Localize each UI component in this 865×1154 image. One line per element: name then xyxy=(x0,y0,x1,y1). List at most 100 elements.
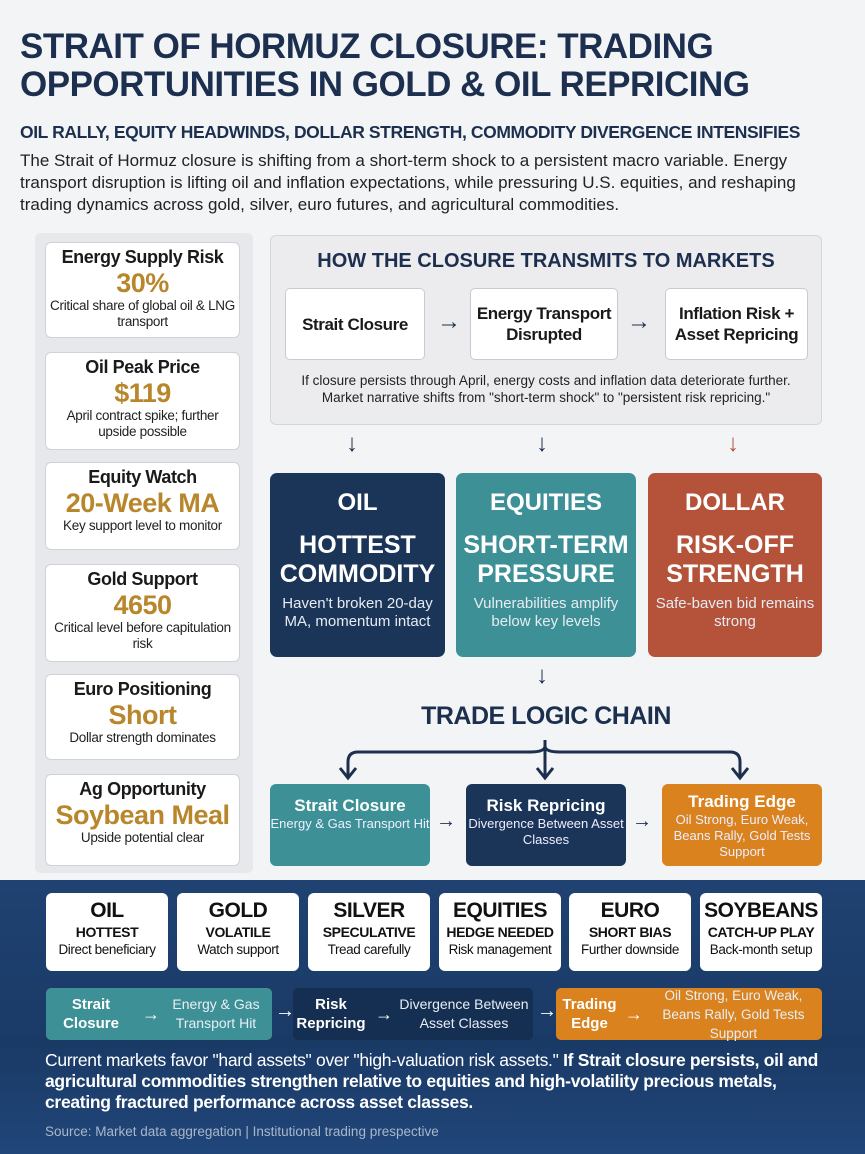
asset-stance: SHORT BIAS xyxy=(588,924,672,940)
arrow-down-icon: ↓ xyxy=(727,430,739,457)
impact-desc: Safe-baven bid remains strong xyxy=(655,595,815,630)
arrow-down-icon: ↓ xyxy=(536,430,548,457)
flow-label: Trading Edge xyxy=(562,996,617,1032)
flow-segment-strait-closure: Strait Closure → Energy & Gas Transport … xyxy=(46,988,272,1040)
arrow-right-icon: → xyxy=(142,1003,160,1024)
arrow-right-icon: → xyxy=(436,810,456,832)
arrow-right-icon: → xyxy=(437,308,461,335)
arrow-right-icon: → xyxy=(627,308,651,335)
asset-desc: Tread carefully xyxy=(327,942,411,957)
transmission-step: Inflation Risk + Asset Repricing xyxy=(665,288,808,360)
arrow-down-icon: ↓ xyxy=(536,662,548,689)
impact-asset: DOLLAR xyxy=(685,489,785,516)
asset-stance: HOTTEST xyxy=(75,924,139,940)
metric-value: 4650 xyxy=(113,590,172,620)
asset-desc: Back-month setup xyxy=(709,942,813,957)
impact-desc: Vulnerabilities amplify below key levels xyxy=(473,595,619,630)
metric-desc: Key support level to monitor xyxy=(63,518,222,533)
asset-card-silver: SILVER SPECULATIVE Tread carefully xyxy=(308,893,430,971)
impact-status: RISK-OFF STRENGTH xyxy=(666,531,804,588)
summary-plain: Current markets favor "hard assets" over… xyxy=(45,1050,564,1070)
metric-card-euro-positioning: Euro Positioning Short Dollar strength d… xyxy=(45,674,240,760)
metric-desc: Critical share of global oil & LNG trans… xyxy=(50,298,235,329)
arrow-right-icon: → xyxy=(624,1003,643,1024)
arrow-down-icon: ↓ xyxy=(346,430,358,457)
transmission-heading: HOW THE CLOSURE TRANSMITS TO MARKETS xyxy=(317,250,775,272)
flow-label: Risk Repricing xyxy=(296,996,366,1032)
arrow-right-icon: → xyxy=(537,1000,557,1022)
impact-desc: Haven't broken 20-day MA, momentum intac… xyxy=(282,595,433,630)
flow-segment-risk-repricing: Risk Repricing → Divergence Between Asse… xyxy=(293,988,533,1040)
logic-step-trading-edge: Trading Edge Oil Strong, Euro Weak, Bean… xyxy=(662,784,822,866)
metric-title: Euro Positioning xyxy=(73,679,212,699)
metric-title: Oil Peak Price xyxy=(85,357,200,377)
logic-step-risk-repricing: Risk Repricing Divergence Between Asset … xyxy=(466,784,626,866)
impact-card-dollar: DOLLAR RISK-OFF STRENGTH Safe-baven bid … xyxy=(648,473,822,657)
asset-desc: Further downside xyxy=(581,942,679,957)
metrics-sidebar xyxy=(35,233,253,873)
arrow-right-icon: → xyxy=(375,1003,393,1024)
asset-stance: SPECULATIVE xyxy=(322,924,416,940)
asset-name: GOLD xyxy=(208,899,268,922)
asset-name: EQUITIES xyxy=(452,899,548,922)
logic-step-desc: Divergence Between Asset Classes xyxy=(468,816,624,847)
metric-desc: Critical level before capitulation risk xyxy=(54,620,231,651)
impact-status: SHORT-TERM PRESSURE xyxy=(463,531,629,588)
asset-name: SOYBEANS xyxy=(704,899,818,922)
metric-value: Short xyxy=(108,700,178,730)
impact-asset: EQUITIES xyxy=(489,489,603,516)
metric-card-energy-supply-risk: Energy Supply Risk 30% Critical share of… xyxy=(45,242,240,338)
asset-stance: CATCH-UP PLAY xyxy=(707,924,815,940)
asset-card-oil: OIL HOTTEST Direct beneficiary xyxy=(46,893,168,971)
flow-segment-trading-edge: Trading Edge → Oil Strong, Euro Weak, Be… xyxy=(556,988,822,1041)
trade-logic-heading: TRADE LOGIC CHAIN xyxy=(421,702,671,730)
metric-desc: April contract spike; further upside pos… xyxy=(66,408,219,439)
metric-title: Ag Opportunity xyxy=(79,779,206,799)
branch-arrows-icon xyxy=(338,740,750,781)
asset-card-euro: EURO SHORT BIAS Further downside xyxy=(569,893,691,971)
metric-value: 30% xyxy=(116,268,169,298)
flow-result: Divergence Between Asset Classes xyxy=(399,996,529,1031)
intro-text: The Strait of Hormuz closure is shifting… xyxy=(20,151,796,214)
impact-card-oil: OIL HOTTEST COMMODITY Haven't broken 20-… xyxy=(270,473,445,657)
transmission-step: Energy Transport Disrupted xyxy=(470,288,618,360)
metric-desc: Dollar strength dominates xyxy=(69,730,216,745)
impact-card-equities: EQUITIES SHORT-TERM PRESSURE Vulnerabili… xyxy=(456,473,636,657)
flow-result: Energy & Gas Transport Hit xyxy=(172,996,260,1031)
page-title: STRAIT OF HORMUZ CLOSURE: TRADING OPPORT… xyxy=(20,27,750,104)
metric-title: Energy Supply Risk xyxy=(61,247,224,267)
metric-value: Soybean Meal xyxy=(55,800,230,830)
page-subtitle: OIL RALLY, EQUITY HEADWINDS, DOLLAR STRE… xyxy=(20,122,801,142)
flow-label: Strait Closure xyxy=(63,996,119,1032)
transmission-note: If closure persists through April, energ… xyxy=(301,373,791,405)
summary-bold: If Strait closure persists, oil and agri… xyxy=(45,1050,819,1112)
metric-value: 20-Week MA xyxy=(65,488,220,518)
logic-step-title: Trading Edge xyxy=(688,792,796,811)
logic-step-title: Strait Closure xyxy=(294,796,406,815)
transmission-step: Strait Closure xyxy=(285,288,425,360)
asset-card-soybeans: SOYBEANS CATCH-UP PLAY Back-month setup xyxy=(700,893,822,971)
summary-text: Current markets favor "hard assets" over… xyxy=(45,1050,835,1113)
metric-value: $119 xyxy=(114,378,171,408)
impact-asset: OIL xyxy=(337,489,378,516)
logic-step-desc: Energy & Gas Transport Hit xyxy=(270,816,430,831)
logic-step-title: Risk Repricing xyxy=(486,796,606,815)
asset-name: OIL xyxy=(90,899,124,922)
arrow-right-icon: → xyxy=(275,1000,295,1022)
asset-card-equities: EQUITIES HEDGE NEEDED Risk management xyxy=(439,893,561,971)
logic-step-strait-closure: Strait Closure Energy & Gas Transport Hi… xyxy=(270,784,430,866)
metric-card-gold-support: Gold Support 4650 Critical level before … xyxy=(45,564,240,662)
asset-stance: VOLATILE xyxy=(205,924,271,940)
impact-status: HOTTEST COMMODITY xyxy=(279,531,436,588)
metric-card-oil-peak-price: Oil Peak Price $119 April contract spike… xyxy=(45,352,240,450)
asset-desc: Risk management xyxy=(448,942,552,957)
asset-desc: Watch support xyxy=(197,942,279,957)
asset-name: EURO xyxy=(600,899,660,922)
metric-card-ag-opportunity: Ag Opportunity Soybean Meal Upside poten… xyxy=(45,774,240,866)
metric-card-equity-watch: Equity Watch 20-Week MA Key support leve… xyxy=(45,462,240,550)
source-note: Source: Market data aggregation | Instit… xyxy=(45,1124,439,1139)
asset-card-gold: GOLD VOLATILE Watch support xyxy=(177,893,299,971)
metric-title: Equity Watch xyxy=(88,467,197,487)
arrow-right-icon: → xyxy=(632,810,652,832)
metric-title: Gold Support xyxy=(87,569,198,589)
